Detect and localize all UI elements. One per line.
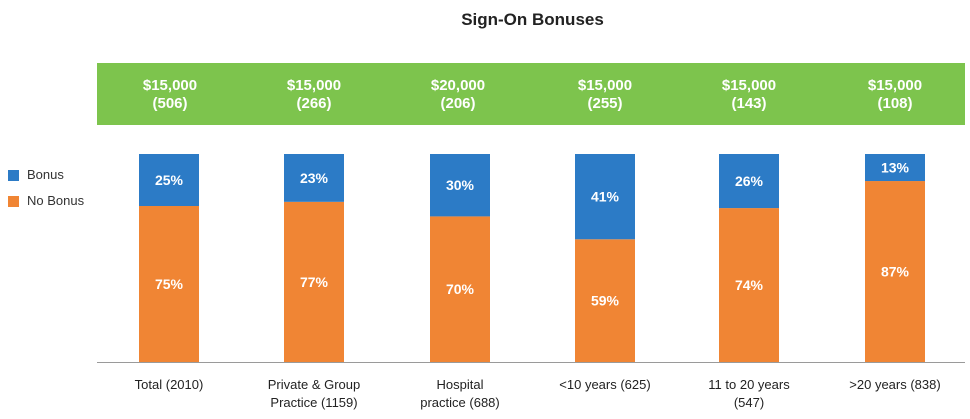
chart-legend: Bonus No Bonus: [8, 166, 84, 218]
legend-item-bonus: Bonus: [8, 166, 84, 184]
bonus-count: (206): [440, 95, 476, 112]
bonus-amount: $15,000: [867, 77, 923, 94]
bar-no-bonus: [430, 216, 490, 362]
data-label-bonus: 25%: [155, 172, 184, 188]
data-label-bonus: 41%: [591, 189, 620, 205]
bonus-count: (143): [731, 95, 767, 112]
bar-bonus: [575, 154, 635, 240]
data-label-bonus: 30%: [446, 177, 475, 193]
legend-swatch-bonus: [8, 170, 19, 181]
data-label-no-bonus: 70%: [446, 281, 475, 297]
bonus-amount: $15,000: [142, 77, 198, 94]
legend-item-no-bonus: No Bonus: [8, 192, 84, 210]
bonus-amount: $15,000: [577, 77, 633, 94]
bar-no-bonus: [865, 181, 925, 362]
data-label-no-bonus: 59%: [591, 293, 620, 309]
bar-bonus: [430, 154, 490, 217]
bonus-amount-cell: $15,000 (143): [679, 63, 819, 125]
legend-swatch-no-bonus: [8, 196, 19, 207]
bonus-amount-cell: $15,000 (506): [100, 63, 240, 125]
data-label-no-bonus: 75%: [155, 276, 184, 292]
bonus-amount: $15,000: [286, 77, 342, 94]
bar-no-bonus: [575, 239, 635, 362]
bar-bonus: [284, 154, 344, 202]
bar-bonus: [719, 154, 779, 209]
data-label-no-bonus: 74%: [735, 277, 764, 293]
legend-label-no-bonus: No Bonus: [27, 193, 85, 208]
bonus-count: (255): [587, 95, 623, 112]
legend-label-bonus: Bonus: [27, 167, 64, 182]
bar-no-bonus: [719, 208, 779, 362]
bonus-amount-cell: $15,000 (266): [244, 63, 384, 125]
data-label-bonus: 26%: [735, 173, 764, 189]
x-tick-label: <10 years (625): [559, 377, 651, 392]
bar-bonus: [865, 154, 925, 182]
bonus-amount-banner: $15,000 (506) $15,000 (266) $20,000 (206…: [97, 63, 965, 125]
bonus-count: (108): [877, 95, 913, 112]
bar-no-bonus: [139, 206, 199, 362]
x-tick-label: 11 to 20 years (547): [708, 377, 790, 410]
chart-title: Sign-On Bonuses: [461, 10, 604, 29]
data-label-bonus: 23%: [300, 170, 329, 186]
data-label-no-bonus: 77%: [300, 274, 329, 290]
bonus-count: (266): [296, 95, 332, 112]
x-tick-label: Private & Group Practice (1159): [267, 377, 361, 410]
bonus-amount-cell: $20,000 (206): [388, 63, 528, 125]
bar-bonus: [139, 154, 199, 206]
bonus-count: (506): [152, 95, 188, 112]
bonus-amount-cell: $15,000 (255): [535, 63, 675, 125]
bonus-amount: $15,000: [721, 77, 777, 94]
x-tick-label: Hospital practice (688): [420, 377, 500, 410]
data-label-no-bonus: 87%: [881, 264, 910, 280]
bonus-amount-cell: $15,000 (108): [825, 63, 965, 125]
data-label-bonus: 13%: [881, 160, 910, 176]
x-tick-label: >20 years (838): [849, 377, 941, 392]
x-tick-label: Total (2010): [134, 377, 204, 392]
bar-no-bonus: [284, 201, 344, 362]
bonus-amount: $20,000: [430, 77, 486, 94]
